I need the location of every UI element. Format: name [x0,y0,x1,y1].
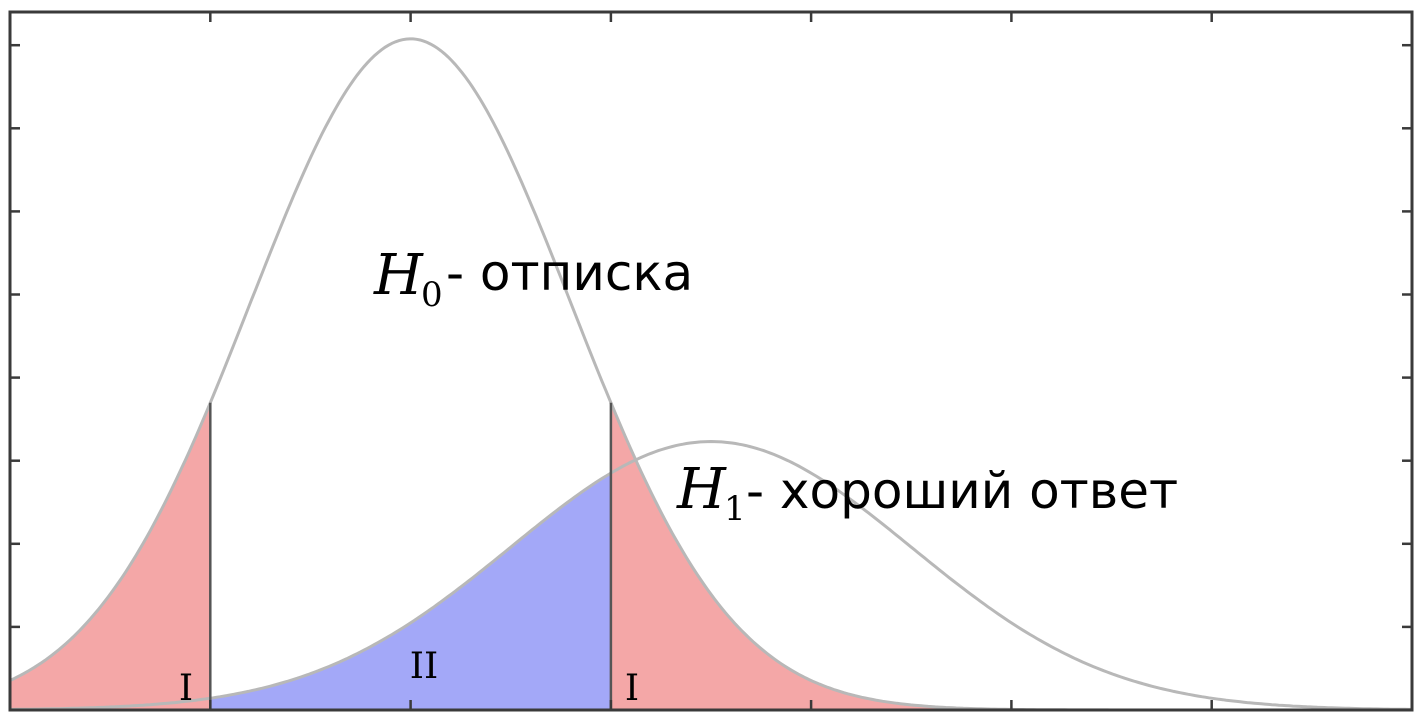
h1-symbol: H [676,457,727,522]
h1-subscript: 1 [724,489,746,529]
region-type1-left [10,402,211,710]
axis-ticks [10,12,1412,710]
shaded-regions [10,402,1412,710]
h0-subscript: 0 [421,275,443,315]
plot-frame [8,10,1414,712]
region-label-type2: II [410,646,438,687]
region-label-type1-left: I [179,668,193,709]
curve-label-h1: H 1 - хороший ответ [676,457,1178,529]
region-type2 [210,473,611,710]
h1-description: - хороший ответ [746,462,1178,520]
threshold-lines [209,402,613,710]
h0-description: - отписка [446,244,693,302]
region-type1-right [610,402,1412,710]
curve-h1 [10,439,1412,711]
curve-label-h0: H 0 - отписка [373,243,693,315]
region-label-type1-right: I [625,668,639,709]
h0-symbol: H [373,243,424,308]
